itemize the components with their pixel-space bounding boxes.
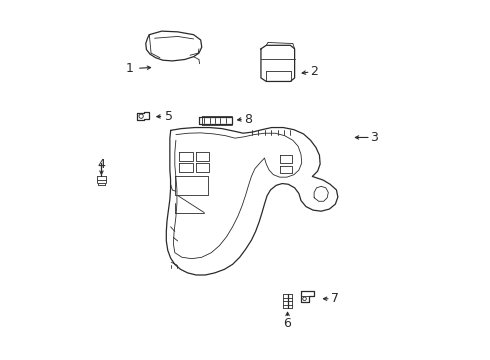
Text: 6: 6 (284, 317, 292, 330)
Text: 5: 5 (165, 110, 173, 123)
Text: 8: 8 (245, 113, 252, 126)
Text: 2: 2 (310, 66, 318, 78)
Text: 7: 7 (331, 292, 340, 305)
Text: 1: 1 (126, 62, 134, 75)
Text: 4: 4 (98, 158, 105, 171)
Text: 3: 3 (370, 131, 378, 144)
